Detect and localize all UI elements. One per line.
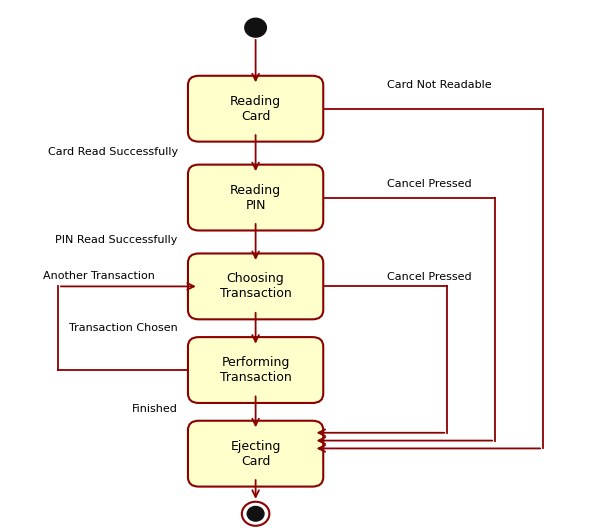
Text: Reading
Card: Reading Card — [230, 95, 281, 123]
FancyBboxPatch shape — [188, 76, 324, 142]
Text: Cancel Pressed: Cancel Pressed — [387, 179, 472, 190]
Text: Reading
PIN: Reading PIN — [230, 184, 281, 211]
Text: Card Not Readable: Card Not Readable — [387, 80, 492, 90]
FancyBboxPatch shape — [188, 421, 324, 486]
FancyBboxPatch shape — [188, 165, 324, 230]
Text: Performing
Transaction: Performing Transaction — [220, 356, 291, 384]
Text: Transaction Chosen: Transaction Chosen — [69, 323, 178, 333]
Text: Finished: Finished — [132, 404, 178, 414]
Text: PIN Read Successfully: PIN Read Successfully — [55, 235, 178, 245]
Text: Card Read Successfully: Card Read Successfully — [48, 147, 178, 157]
Text: Another Transaction: Another Transaction — [43, 271, 155, 281]
Text: Ejecting
Card: Ejecting Card — [231, 440, 281, 468]
FancyBboxPatch shape — [188, 337, 324, 403]
Circle shape — [245, 18, 266, 37]
Circle shape — [247, 507, 264, 521]
FancyBboxPatch shape — [188, 253, 324, 319]
Text: Cancel Pressed: Cancel Pressed — [387, 272, 472, 282]
Text: Choosing
Transaction: Choosing Transaction — [220, 272, 291, 301]
